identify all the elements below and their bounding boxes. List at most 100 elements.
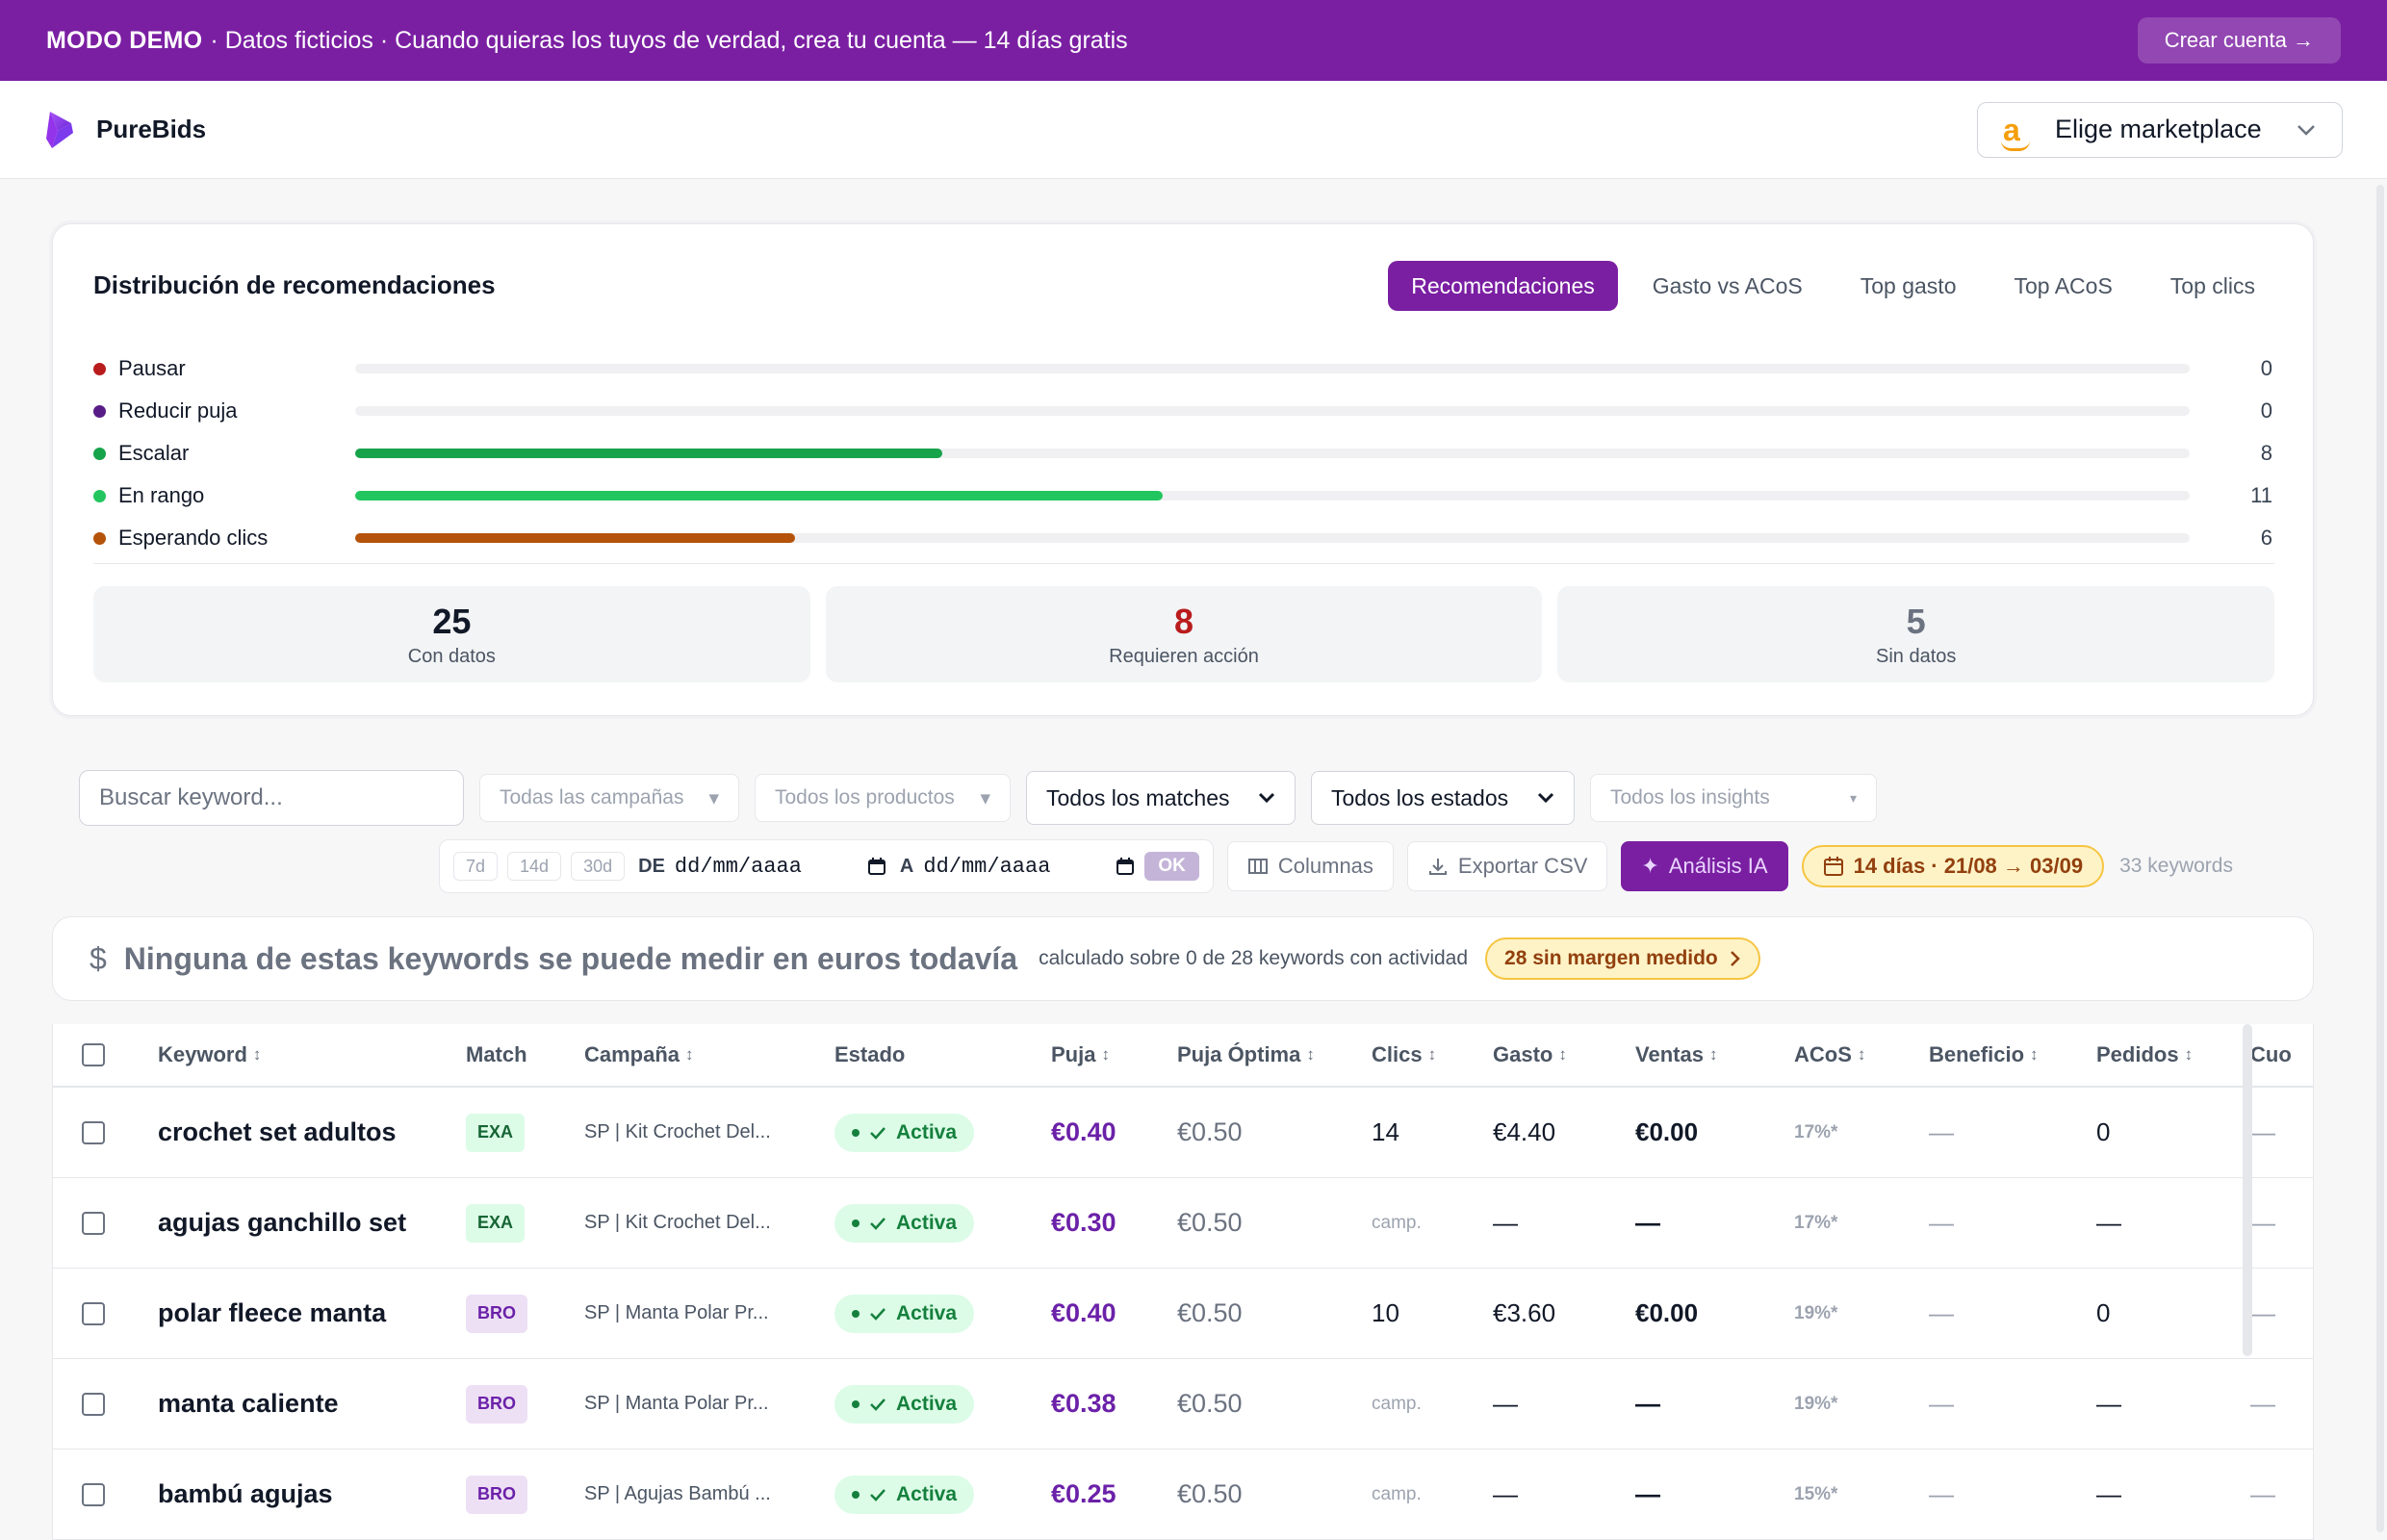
match-filter[interactable]: Todos los matches — [1026, 771, 1296, 825]
sort-icon: ↕ — [2030, 1045, 2039, 1064]
range-7d-button[interactable]: 7d — [453, 852, 499, 881]
header-bid[interactable]: Puja ↕ — [1051, 1042, 1110, 1066]
bar-fill — [355, 449, 942, 458]
bar-row-pausar: Pausar 0 — [93, 347, 2272, 390]
keyword-text: crochet set adultos — [158, 1117, 397, 1146]
ai-analysis-button[interactable]: ✦ Análisis IA — [1621, 841, 1788, 891]
tab-top-gasto[interactable]: Top gasto — [1860, 272, 1957, 298]
stat-requieren-accion[interactable]: 8 Requieren acción — [825, 586, 1543, 682]
header-acos[interactable]: ACoS ↕ — [1794, 1042, 1866, 1066]
product-filter[interactable]: Todos los productos ▾ — [755, 774, 1011, 822]
range-14d-button[interactable]: 14d — [507, 852, 562, 881]
status-text: Activa — [896, 1211, 958, 1234]
from-date-input[interactable]: dd/mm/aaaa — [675, 855, 886, 879]
bid-value: €0.38 — [1051, 1389, 1116, 1418]
bar-fill — [355, 533, 796, 543]
status-badge[interactable]: Activa — [834, 1475, 975, 1514]
insight-filter[interactable]: Todos los insights ▾ — [1590, 774, 1877, 822]
row-select-cell — [53, 1120, 158, 1144]
table-row[interactable]: bambú agujas BRO SP | Agujas Bambú ... Acti… — [53, 1450, 2313, 1540]
match-badge: BRO — [466, 1475, 527, 1514]
header-campaign[interactable]: Campaña ↕ — [584, 1042, 694, 1066]
date-range-badge[interactable]: 14 días · 21/08 → 03/09 — [1801, 845, 2105, 887]
header-profit[interactable]: Beneficio ↕ — [1929, 1042, 2039, 1066]
header-keyword[interactable]: Keyword ↕ — [158, 1042, 262, 1066]
header-sales[interactable]: Ventas ↕ — [1635, 1042, 1718, 1066]
bar-label: Pausar — [118, 356, 186, 380]
orders-value: 0 — [2096, 1298, 2111, 1327]
demo-message: · Datos ficticios · Cuando quieras los t… — [210, 26, 1128, 54]
optimal-bid-cell: €0.50 — [1177, 1389, 1372, 1419]
distribution-card: Distribución de recomendaciones Recomend… — [52, 223, 2314, 716]
bid-cell[interactable]: €0.30 — [1051, 1208, 1177, 1238]
row-checkbox[interactable] — [82, 1482, 105, 1506]
campaign-filter[interactable]: Todas las campañas ▾ — [479, 774, 739, 822]
marketplace-selector[interactable]: a Elige marketplace — [1977, 101, 2343, 158]
brand[interactable]: PureBids — [44, 110, 206, 150]
table-scrollbar[interactable] — [2243, 1024, 2258, 1356]
row-checkbox[interactable] — [82, 1120, 105, 1144]
top-nav: PureBids a Elige marketplace — [0, 81, 2387, 179]
bid-cell[interactable]: €0.25 — [1051, 1479, 1177, 1509]
status-filter[interactable]: Todos los estados — [1311, 771, 1575, 825]
create-account-button[interactable]: Crear cuenta → — [2137, 17, 2341, 64]
table-row[interactable]: manta caliente BRO SP | Manta Polar Pr... A… — [53, 1359, 2313, 1450]
export-csv-button[interactable]: Exportar CSV — [1406, 841, 1608, 891]
campaign-text[interactable]: SP | Agujas Bambú ... — [584, 1483, 771, 1504]
date-ok-button[interactable]: OK — [1144, 852, 1199, 881]
bar-value: 8 — [2260, 441, 2272, 465]
status-badge[interactable]: Activa — [834, 1203, 975, 1243]
tab-top-clics[interactable]: Top clics — [2169, 272, 2255, 298]
bid-cell[interactable]: €0.40 — [1051, 1298, 1177, 1328]
header-quota[interactable]: Cuo — [2250, 1042, 2292, 1066]
clicks-value: camp. — [1372, 1212, 1422, 1233]
table-row[interactable]: agujas ganchillo set EXA SP | Kit Crochet … — [53, 1178, 2313, 1269]
campaign-text[interactable]: SP | Kit Crochet Del... — [584, 1121, 771, 1142]
purebids-logo-icon — [46, 111, 73, 148]
check-icon — [870, 1398, 886, 1411]
status-badge[interactable]: Activa — [834, 1113, 975, 1152]
page-scrollbar[interactable] — [2374, 179, 2387, 1540]
header-clicks[interactable]: Clics ↕ — [1372, 1042, 1437, 1066]
scrollbar-thumb[interactable] — [2243, 1024, 2252, 1356]
bid-cell[interactable]: €0.40 — [1051, 1117, 1177, 1147]
match-badge: BRO — [466, 1294, 527, 1333]
row-checkbox[interactable] — [82, 1392, 105, 1416]
table-row[interactable]: polar fleece manta BRO SP | Manta Polar Pr… — [53, 1269, 2313, 1359]
match-badge: BRO — [466, 1384, 527, 1424]
clicks-value: camp. — [1372, 1483, 1422, 1504]
header-spend[interactable]: Gasto ↕ — [1493, 1042, 1567, 1066]
columns-button[interactable]: Columnas — [1226, 841, 1394, 891]
campaign-text[interactable]: SP | Manta Polar Pr... — [584, 1393, 769, 1414]
status-badge[interactable]: Activa — [834, 1294, 975, 1333]
range-30d-button[interactable]: 30d — [571, 852, 626, 881]
export-label: Exportar CSV — [1457, 854, 1588, 878]
chart-tabs: Recomendaciones Gasto vs ACoS Top gasto … — [1388, 261, 2278, 311]
clicks-value: 14 — [1372, 1117, 1399, 1146]
bar-track — [355, 406, 2190, 416]
to-date-input[interactable]: dd/mm/aaaa — [923, 855, 1135, 879]
keyword-cell: agujas ganchillo set — [158, 1208, 466, 1238]
status-badge[interactable]: Activa — [834, 1384, 975, 1424]
bar-row-esperando-clics: Esperando clics 6 — [93, 517, 2272, 559]
select-all-checkbox[interactable] — [82, 1043, 105, 1066]
campaign-text[interactable]: SP | Kit Crochet Del... — [584, 1212, 771, 1233]
demo-mode-label: MODO DEMO — [46, 26, 203, 54]
search-input[interactable] — [79, 770, 464, 826]
campaign-text[interactable]: SP | Manta Polar Pr... — [584, 1302, 769, 1323]
scrollbar-thumb[interactable] — [2376, 185, 2384, 1532]
bar-row-reducir-puja: Reducir puja 0 — [93, 390, 2272, 432]
row-checkbox[interactable] — [82, 1211, 105, 1235]
header-orders[interactable]: Pedidos ↕ — [2096, 1042, 2194, 1066]
demo-banner-text: MODO DEMO · Datos ficticios · Cuando qui… — [46, 27, 1128, 55]
no-margin-pill[interactable]: 28 sin margen medido — [1485, 937, 1760, 980]
header-optimal-bid[interactable]: Puja Óptima ↕ — [1177, 1042, 1315, 1066]
status-text: Activa — [896, 1301, 958, 1324]
table-row[interactable]: crochet set adultos EXA SP | Kit Crochet D… — [53, 1088, 2313, 1178]
row-checkbox[interactable] — [82, 1301, 105, 1325]
tab-recomendaciones[interactable]: Recomendaciones — [1388, 261, 1618, 311]
table-header: Keyword ↕ Match Campaña ↕ Estado Puja ↕ Puj… — [53, 1024, 2313, 1088]
tab-gasto-vs-acos[interactable]: Gasto vs ACoS — [1652, 272, 1803, 298]
tab-top-acos[interactable]: Top ACoS — [2014, 272, 2113, 298]
bid-cell[interactable]: €0.38 — [1051, 1389, 1177, 1419]
